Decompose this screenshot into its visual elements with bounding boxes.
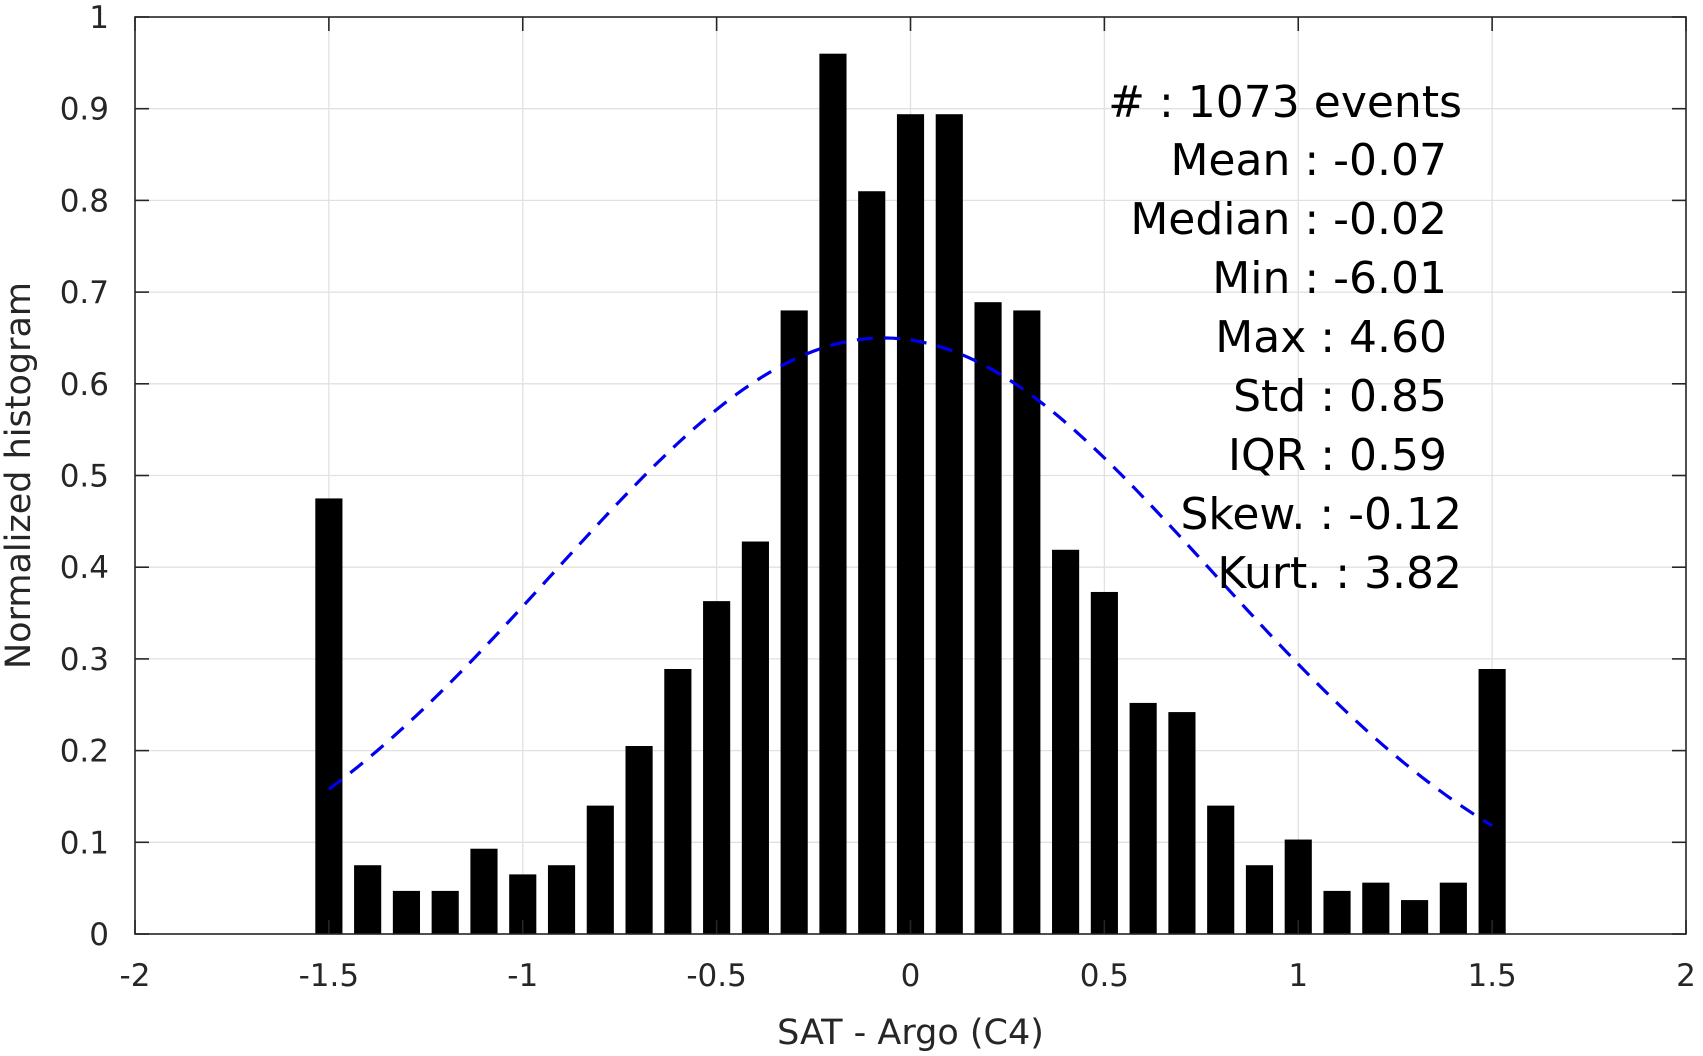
histogram-bar	[780, 310, 808, 934]
y-tick-label: 0.2	[60, 734, 109, 770]
histogram-bar	[1362, 882, 1390, 934]
histogram-bar	[392, 890, 420, 934]
histogram-bar	[1168, 712, 1196, 934]
histogram-bar	[1207, 805, 1235, 934]
y-tick-label: 0.6	[60, 367, 109, 403]
stat-max: Max : 4.60	[1215, 312, 1447, 363]
y-tick-label: 0.9	[60, 92, 109, 128]
histogram-bar	[1478, 668, 1506, 934]
x-tick-label: -1	[507, 958, 538, 994]
histogram-bar	[1439, 882, 1467, 934]
histogram-bar	[703, 601, 731, 934]
stat-iqr: IQR : 0.59	[1228, 430, 1447, 481]
normal-fit-curve	[327, 336, 1493, 828]
histogram-bar	[625, 746, 653, 934]
histogram-bar	[431, 890, 459, 934]
stat-kurt: Kurt. : 3.82	[1217, 548, 1462, 599]
x-tick-label: 0.5	[1080, 958, 1129, 994]
x-tick-label: -0.5	[686, 958, 747, 994]
histogram-bar	[664, 668, 692, 934]
histogram-bar	[819, 53, 847, 935]
histogram-bar	[741, 541, 769, 934]
y-tick-label: 0	[89, 917, 109, 953]
histogram-bar	[586, 805, 614, 934]
y-tick-label: 0.8	[60, 183, 109, 219]
x-tick-label: -1.5	[299, 958, 360, 994]
histogram-bar	[1013, 310, 1041, 934]
stat-events: # : 1073 events	[1108, 77, 1462, 128]
histogram-bar	[896, 114, 925, 934]
histogram-bar	[354, 865, 382, 934]
histogram-bars	[315, 53, 1506, 935]
statistics-annotation: # : 1073 events Mean : -0.07 Median : -0…	[1108, 77, 1462, 599]
histogram-bar	[858, 191, 886, 935]
histogram-bar	[470, 848, 498, 934]
histogram-bar	[974, 302, 1002, 934]
y-tick-label: 0.5	[60, 459, 109, 495]
stat-median: Median : -0.02	[1130, 194, 1447, 245]
histogram-bar	[1052, 549, 1080, 934]
histogram-bar	[1245, 865, 1274, 934]
y-tick-label: 0.7	[60, 275, 109, 311]
y-tick-label: 0.3	[60, 642, 109, 678]
x-tick-label: 2	[1676, 958, 1696, 994]
histogram-bar	[1090, 591, 1118, 934]
x-tick-labels: -2 -1.5 -1 -0.5 0 0.5 1 1.5 2	[120, 958, 1696, 994]
histogram-bar	[547, 865, 576, 934]
histogram-bar	[315, 498, 343, 934]
y-tick-label: 0.4	[60, 550, 109, 586]
y-tick-labels: 0 0.1 0.2 0.3 0.4 0.5 0.6 0.7 0.8 0.9 1	[60, 0, 109, 953]
x-tick-label: 0	[901, 958, 921, 994]
stat-std: Std : 0.85	[1233, 371, 1447, 422]
stat-mean: Mean : -0.07	[1170, 135, 1447, 186]
histogram-bar	[1129, 702, 1157, 934]
y-axis-label: Normalized histogram	[0, 282, 39, 669]
histogram-bar	[1284, 839, 1312, 934]
x-tick-label: -2	[120, 958, 151, 994]
x-tick-label: 1	[1288, 958, 1308, 994]
x-tick-label: 1.5	[1467, 958, 1516, 994]
y-tick-label: 1	[89, 0, 109, 36]
histogram-bar	[1401, 900, 1429, 934]
axis-ticks	[134, 16, 1687, 935]
stat-min: Min : -6.01	[1212, 253, 1447, 304]
x-axis-label: SAT - Argo (C4)	[777, 1013, 1044, 1053]
y-tick-label: 0.1	[60, 825, 109, 861]
histogram-bar	[1323, 890, 1351, 934]
histogram-bar	[935, 114, 963, 934]
stat-skew: Skew. : -0.12	[1181, 489, 1463, 540]
